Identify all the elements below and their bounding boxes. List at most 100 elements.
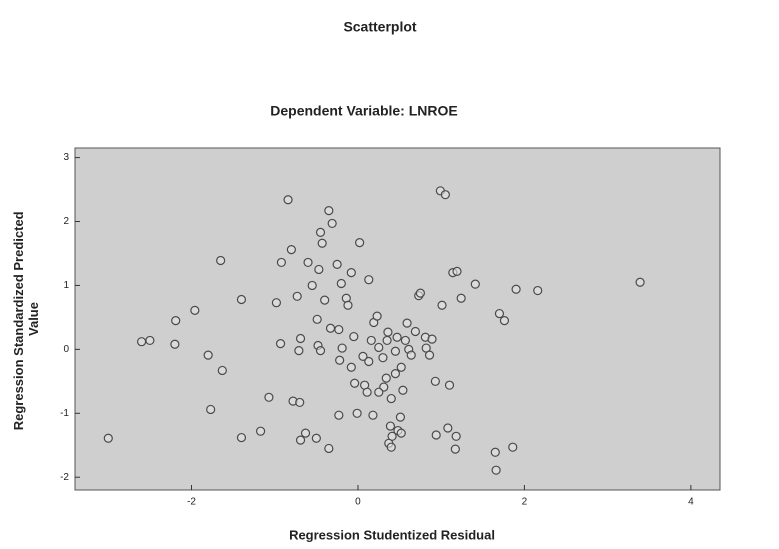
point <box>365 276 373 284</box>
point <box>297 436 305 444</box>
point <box>296 398 304 406</box>
point <box>407 351 415 359</box>
point <box>431 377 439 385</box>
point <box>284 196 292 204</box>
point <box>509 443 517 451</box>
point <box>347 269 355 277</box>
point <box>457 294 465 302</box>
point <box>287 246 295 254</box>
point <box>365 358 373 366</box>
point <box>315 265 323 273</box>
point <box>500 317 508 325</box>
point <box>327 324 335 332</box>
point <box>308 281 316 289</box>
point <box>375 388 383 396</box>
point <box>397 363 405 371</box>
point <box>471 280 479 288</box>
point <box>104 434 112 442</box>
y-tick-label: 3 <box>63 152 69 163</box>
page: Scatterplot Dependent Variable: LNROE Re… <box>0 0 779 549</box>
point <box>265 393 273 401</box>
point <box>428 335 436 343</box>
point <box>451 445 459 453</box>
point <box>387 443 395 451</box>
chart: Scatterplot Dependent Variable: LNROE Re… <box>0 0 779 549</box>
point <box>452 432 460 440</box>
point <box>344 301 352 309</box>
point <box>512 285 520 293</box>
point <box>317 228 325 236</box>
point <box>403 319 411 327</box>
x-tick-label: -2 <box>187 497 196 508</box>
y-tick-label: 1 <box>63 280 69 291</box>
point <box>338 344 346 352</box>
point <box>313 315 321 323</box>
point <box>444 424 452 432</box>
point <box>391 370 399 378</box>
point <box>237 296 245 304</box>
point <box>356 239 364 247</box>
y-tick-label: -1 <box>60 408 69 419</box>
point <box>369 411 377 419</box>
point <box>335 326 343 334</box>
x-axis-label: Regression Studentized Residual <box>289 527 495 542</box>
point <box>453 267 461 275</box>
point <box>317 347 325 355</box>
point <box>302 429 310 437</box>
y-tick-label: 2 <box>63 216 69 227</box>
point <box>312 434 320 442</box>
point <box>383 336 391 344</box>
point <box>146 336 154 344</box>
point <box>373 312 381 320</box>
point <box>335 411 343 419</box>
point <box>393 333 401 341</box>
point <box>218 366 226 374</box>
point <box>347 363 355 371</box>
chart-title: Scatterplot <box>343 19 416 35</box>
point <box>277 340 285 348</box>
point <box>207 405 215 413</box>
point <box>387 395 395 403</box>
point <box>534 287 542 295</box>
point <box>277 258 285 266</box>
point <box>363 388 371 396</box>
point <box>337 280 345 288</box>
y-tick-label: -2 <box>60 472 69 483</box>
point <box>204 351 212 359</box>
point <box>416 289 424 297</box>
point <box>171 340 179 348</box>
point <box>318 239 326 247</box>
point <box>328 219 336 227</box>
point <box>333 260 341 268</box>
point <box>491 448 499 456</box>
point <box>411 327 419 335</box>
point <box>217 257 225 265</box>
point <box>426 351 434 359</box>
y-tick-label: 0 <box>63 344 69 355</box>
point <box>325 444 333 452</box>
x-tick-label: 2 <box>522 497 528 508</box>
point <box>304 258 312 266</box>
point <box>172 317 180 325</box>
chart-subtitle: Dependent Variable: LNROE <box>270 103 457 119</box>
x-tick-label: 0 <box>355 497 361 508</box>
point <box>257 427 265 435</box>
point <box>379 354 387 362</box>
point <box>492 466 500 474</box>
point <box>293 292 301 300</box>
y-axis-label-line: Regression Standardized Predicted <box>11 211 26 430</box>
point <box>401 336 409 344</box>
point <box>375 343 383 351</box>
point <box>636 278 644 286</box>
point <box>295 347 303 355</box>
y-axis-label: Regression Standardized Predicted Value <box>11 208 41 431</box>
y-axis-label-line: Value <box>26 302 41 336</box>
point <box>325 207 333 215</box>
point <box>432 431 440 439</box>
point <box>446 381 454 389</box>
point <box>438 301 446 309</box>
point <box>191 306 199 314</box>
x-tick-label: 4 <box>688 497 694 508</box>
point <box>367 336 375 344</box>
point <box>382 374 390 382</box>
